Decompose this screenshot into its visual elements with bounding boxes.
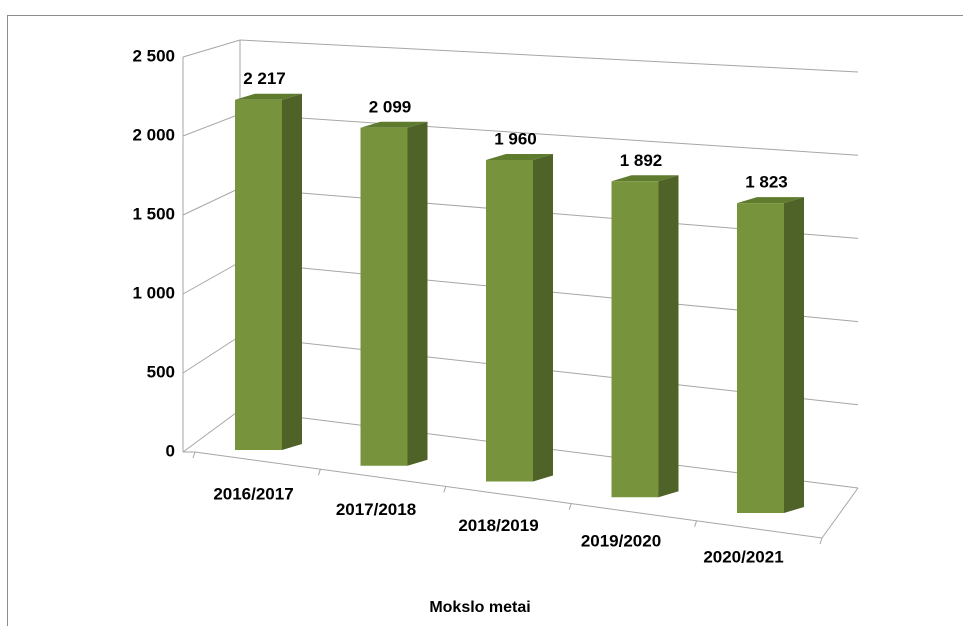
bar	[360, 121, 428, 466]
bar-side	[658, 175, 679, 498]
x-tick	[568, 503, 572, 510]
y-tick-label: 1 000	[132, 283, 175, 302]
y-tick-label: 2 000	[132, 125, 175, 144]
x-tick-label: 2016/2017	[213, 484, 293, 503]
x-axis-title: Mokslo metai	[429, 599, 530, 616]
x-tick	[317, 469, 321, 476]
x-tick-label: 2018/2019	[458, 516, 538, 535]
x-tick	[819, 537, 823, 545]
bar-side	[407, 121, 428, 466]
value-label: 2 217	[243, 69, 286, 88]
bar-side	[282, 93, 302, 451]
grid-line	[182, 39, 859, 73]
x-tick-label: 2019/2020	[581, 532, 661, 551]
bar-front	[360, 127, 408, 466]
bar	[737, 197, 804, 513]
bar-top	[235, 93, 302, 100]
y-tick-label: 2 500	[132, 46, 175, 65]
x-tick-label: 2020/2021	[703, 547, 783, 566]
bar-side	[533, 154, 553, 482]
bar-top	[611, 175, 679, 182]
y-tick-label: 500	[147, 362, 175, 381]
value-label: 2 099	[369, 97, 412, 116]
chart-border	[7, 15, 963, 626]
bar-front	[737, 203, 784, 513]
bar-top	[737, 197, 804, 204]
bar-side	[784, 197, 804, 513]
bar	[486, 154, 553, 482]
y-tick-label: 1 500	[132, 204, 175, 223]
x-tick	[443, 486, 447, 493]
bar-front	[611, 181, 659, 498]
x-tick-label: 2017/2018	[336, 500, 416, 519]
value-label: 1 823	[745, 173, 788, 192]
bar	[235, 93, 302, 451]
bar-front	[235, 99, 282, 451]
bar-front	[486, 160, 533, 482]
value-label: 1 960	[494, 130, 537, 149]
x-tick	[694, 520, 698, 527]
y-tick-label: 0	[166, 441, 175, 460]
bar-top	[360, 121, 428, 128]
value-label: 1 892	[620, 151, 663, 170]
bar	[611, 175, 679, 498]
bar-top	[486, 154, 553, 161]
x-tick	[192, 451, 196, 459]
